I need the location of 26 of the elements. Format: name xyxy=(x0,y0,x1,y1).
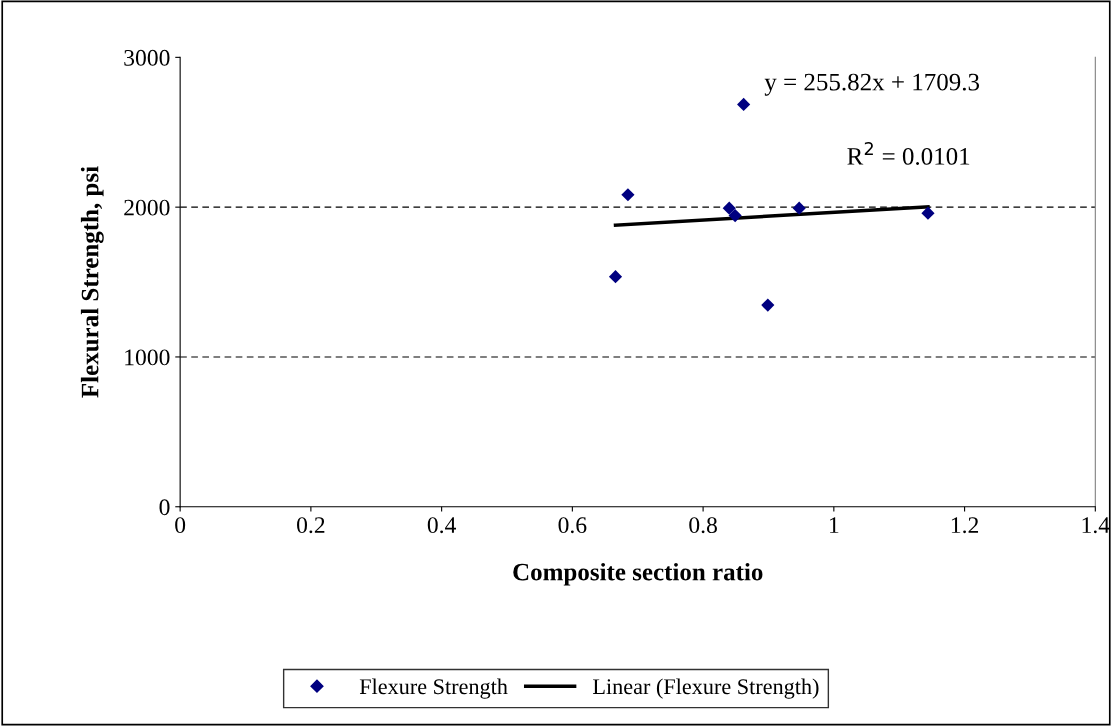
x-tick-label: 0.6 xyxy=(558,517,587,534)
y-tick-label: 3000 xyxy=(124,49,170,66)
point xyxy=(921,206,935,220)
point xyxy=(621,188,635,202)
x-tick-label: 0 xyxy=(175,517,186,534)
point xyxy=(608,270,623,284)
y-tick-label: 2000 xyxy=(124,199,170,216)
point xyxy=(737,97,751,111)
x-tick-label: 1 xyxy=(830,517,839,533)
point xyxy=(792,201,806,215)
point xyxy=(761,298,775,312)
y-tick-label: 1000 xyxy=(125,349,170,366)
x-tick-label: 1.4 xyxy=(1082,517,1110,534)
y-tick-label: 0 xyxy=(159,499,170,516)
x-axis-title: Composite section ratio xyxy=(513,562,763,586)
annotation: y = 255.82x + 1709.3 xyxy=(764,73,980,96)
x-tick-label: 0.4 xyxy=(427,517,457,534)
y-axis-title: Flexural Strength, psi xyxy=(80,166,104,398)
annotation: R$^{2}$ = 0.0101 xyxy=(847,142,970,165)
legend-label: Flexure Strength xyxy=(359,678,508,699)
point xyxy=(728,208,742,223)
x-tick-label: 0.8 xyxy=(689,517,717,534)
x-tick-label: 0.2 xyxy=(297,517,325,534)
legend-label: Linear (Flexure Strength) xyxy=(593,678,819,699)
x-tick-label: 1.2 xyxy=(951,517,979,534)
point xyxy=(722,201,736,215)
